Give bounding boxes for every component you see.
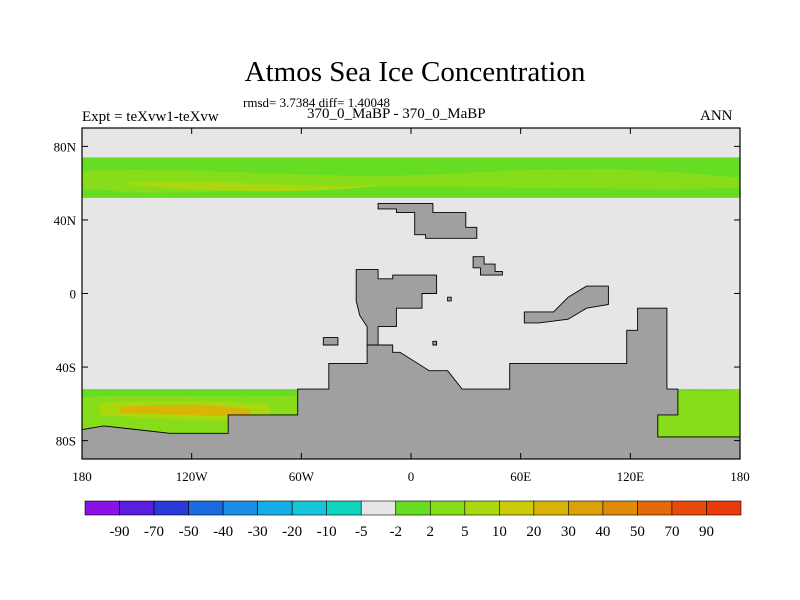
colorbar-swatch (602, 500, 638, 516)
ice-band-north-edge (460, 161, 620, 170)
y-tick-label: 0 (70, 287, 77, 302)
colorbar-swatch (222, 500, 258, 516)
colorbar-swatch (637, 500, 673, 516)
colorbar-label: -40 (213, 524, 233, 540)
x-tick-label: 0 (408, 469, 415, 484)
colorbar-swatch (706, 500, 742, 516)
colorbar-label: -30 (248, 524, 268, 540)
colorbar: -90 -70 -50 -40 -30 -20 -10 -5 -2 2 5 10 20 30 40 50 70 9… (84, 500, 742, 540)
land-laurentia (377, 202, 478, 239)
land-peninsula-east (523, 285, 609, 324)
x-tick-label: 60W (289, 469, 315, 484)
colorbar-label: 2 (427, 524, 435, 540)
stats-label: rmsd= 3.7384 diff= 1.40048 (243, 95, 390, 110)
colorbar-label: 90 (699, 524, 714, 540)
y-tick-label: 40S (56, 360, 76, 375)
x-tick-label: 180 (72, 469, 92, 484)
y-tick-label: 80S (56, 434, 76, 449)
colorbar-swatch (464, 500, 500, 516)
colorbar-swatch (395, 500, 431, 516)
colorbar-label: 30 (561, 524, 576, 540)
colorbar-swatch (257, 500, 293, 516)
axis-ticks: 80N 40N 0 40S 80S 180 120W 60W 0 60E 120E 180 (54, 128, 750, 484)
colorbar-swatch (429, 500, 466, 516)
land-islet-central (432, 340, 438, 346)
colorbar-label: -20 (282, 524, 302, 540)
colorbar-label: 70 (664, 524, 679, 540)
colorbar-swatch (119, 500, 155, 516)
map-plot-area (82, 128, 740, 459)
ice-band-north-peak (120, 181, 380, 192)
x-tick-label: 120W (176, 469, 209, 484)
y-tick-label: 80N (54, 139, 77, 154)
colorbar-swatch (568, 500, 604, 516)
x-tick-label: 60E (510, 469, 531, 484)
colorbar-swatch (360, 500, 397, 516)
case-label: 370_0_MaBP - 370_0_MaBP (307, 106, 486, 122)
colorbar-label: -50 (179, 524, 199, 540)
page-title: Atmos Sea Ice Concentration (244, 56, 586, 88)
land-islet-small (447, 296, 452, 302)
land-islet-west (322, 337, 339, 346)
colorbar-swatch (671, 500, 707, 516)
colorbar-label: 5 (461, 524, 469, 540)
colorbar-label: -90 (110, 524, 130, 540)
colorbar-label: -70 (144, 524, 164, 540)
colorbar-swatch (499, 500, 535, 516)
colorbar-label: 10 (492, 524, 507, 540)
colorbar-label: 20 (526, 524, 541, 540)
land-island-north (472, 256, 503, 276)
season-label: ANN (700, 108, 733, 124)
x-tick-label: 180 (730, 469, 750, 484)
colorbar-label: -5 (355, 524, 368, 540)
colorbar-swatch (326, 500, 362, 516)
colorbar-label: -10 (317, 524, 337, 540)
colorbar-swatch (533, 500, 569, 516)
ice-band-south-peak (120, 404, 250, 416)
colorbar-label: 40 (595, 524, 610, 540)
colorbar-swatch (153, 500, 189, 516)
colorbar-swatch (84, 500, 120, 516)
y-tick-label: 40N (54, 213, 77, 228)
colorbar-swatch (291, 500, 327, 516)
colorbar-swatch (188, 500, 224, 516)
colorbar-label: -2 (389, 524, 402, 540)
x-tick-label: 120E (617, 469, 645, 484)
experiment-label: Expt = teXvw1-teXvw (82, 109, 219, 125)
colorbar-label: 50 (630, 524, 645, 540)
land-gondwana-west (82, 269, 740, 459)
